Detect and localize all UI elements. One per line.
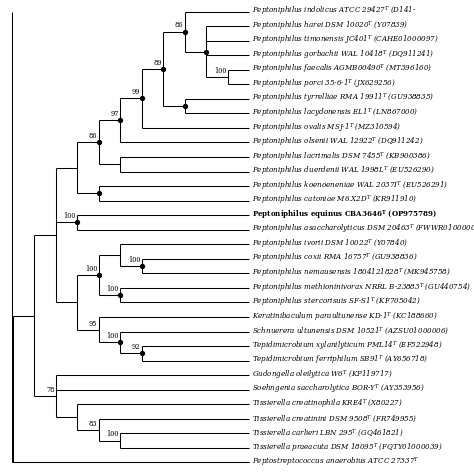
Text: Peptoniphilus coxii RMA 16757$^\mathregular{T}$ (GU938836): Peptoniphilus coxii RMA 16757$^\mathregu… [252,252,417,265]
Text: Peptoniphilus gorbachii WAL 10418$^\mathregular{T}$ (DQ911241): Peptoniphilus gorbachii WAL 10418$^\math… [252,48,434,62]
Text: 99: 99 [132,88,140,96]
Text: Peptoniphilus catoniae M6.X2D$^\mathregular{T}$ (KR911910): Peptoniphilus catoniae M6.X2D$^\mathregu… [252,194,417,207]
Text: 89: 89 [154,59,162,67]
Text: 97: 97 [110,110,119,118]
Text: 100: 100 [85,265,97,273]
Text: Peptoniphilus timonensis JC401$^\mathregular{T}$ (CAHE01000097): Peptoniphilus timonensis JC401$^\mathreg… [252,34,438,47]
Text: Peptoniphilus harei DSM 10020$^\mathregular{T}$ (Y07839): Peptoniphilus harei DSM 10020$^\mathregu… [252,19,408,33]
Text: 100: 100 [106,285,119,293]
Text: Peptoniphilus duerdenii WAL 1998L$^\mathregular{T}$ (EU526290): Peptoniphilus duerdenii WAL 1998L$^\math… [252,165,434,178]
Text: Peptoniphilus faecalis AGMB00490$^\mathregular{T}$ (MT396160): Peptoniphilus faecalis AGMB00490$^\mathr… [252,63,432,76]
Text: Tepidimicrobium xylanilyticum PML14$^\mathregular{T}$ (EF522948): Tepidimicrobium xylanilyticum PML14$^\ma… [252,339,442,353]
Text: Peptoniphilus ovalis MSJ-1$^\mathregular{T}$ (MZ310594): Peptoniphilus ovalis MSJ-1$^\mathregular… [252,121,401,135]
Text: Peptoniphilus koenoeneniae WAL 2037I$^\mathregular{T}$ (EU526291): Peptoniphilus koenoeneniae WAL 2037I$^\m… [252,180,447,193]
Text: 86: 86 [89,132,97,140]
Text: Peptoniphilus olsenii WAL 12922$^\mathregular{T}$ (DQ911242): Peptoniphilus olsenii WAL 12922$^\mathre… [252,136,423,149]
Text: 100: 100 [64,212,76,220]
Text: 86: 86 [175,21,183,29]
Text: Peptoniphilus stercorisuis SF-S1$^\mathregular{T}$ (KF705042): Peptoniphilus stercorisuis SF-S1$^\mathr… [252,296,420,309]
Text: Peptostreptococcus anaerobius ATCC 27337$^\mathregular{T}$: Peptostreptococcus anaerobius ATCC 27337… [252,456,419,469]
Text: Gudongella oleilytica W6$^\mathregular{T}$ (KP119717): Gudongella oleilytica W6$^\mathregular{T… [252,368,392,382]
Text: Keratinibaculum paraultunense KD-1$^\mathregular{T}$ (KC188660): Keratinibaculum paraultunense KD-1$^\mat… [252,310,438,324]
Text: 100: 100 [106,430,119,438]
Text: Peptoniphilus ivorii DSM 10022$^\mathregular{T}$ (Y07840): Peptoniphilus ivorii DSM 10022$^\mathreg… [252,237,408,251]
Text: Peptoniphilus nemausensis 1804121828$^\mathregular{T}$ (MK945758): Peptoniphilus nemausensis 1804121828$^\m… [252,267,450,280]
Text: Peptoniphilus porci 35-6-1$^\mathregular{T}$ (JX629256): Peptoniphilus porci 35-6-1$^\mathregular… [252,78,395,91]
Text: Schnuerera ultunensis DSM 10521$^\mathregular{T}$ (AZSU01000006): Schnuerera ultunensis DSM 10521$^\mathre… [252,326,449,337]
Text: Peptoniphilus equinus CBA3646$^\mathregular{T}$ (OP975789): Peptoniphilus equinus CBA3646$^\mathregu… [252,209,437,222]
Text: Peptoniphilus indolicus ATCC 29427$^\mathregular{T}$ (D141-: Peptoniphilus indolicus ATCC 29427$^\mat… [252,5,416,18]
Text: Tissierella carlieri LBN 295$^\mathregular{T}$ (GQ461821): Tissierella carlieri LBN 295$^\mathregul… [252,428,403,439]
Text: Soehngenia saccharolytica BOR-Y$^\mathregular{T}$ (AY353956): Soehngenia saccharolytica BOR-Y$^\mathre… [252,383,424,396]
Text: 100: 100 [214,67,226,75]
Text: Tissierella creatinini DSM 9508$^\mathregular{T}$ (FR749955): Tissierella creatinini DSM 9508$^\mathre… [252,413,417,425]
Text: Peptoniphilus methioninivorax NRRL B-23883$^\mathregular{T}$ (GU440754): Peptoniphilus methioninivorax NRRL B-238… [252,281,471,294]
Text: Peptoniphilus tyrrelliae RMA 19911$^\mathregular{T}$ (GU938835): Peptoniphilus tyrrelliae RMA 19911$^\mat… [252,92,434,106]
Text: 83: 83 [89,419,97,428]
Text: 95: 95 [89,319,97,328]
Text: Tepidimicrobium ferriphilum SB91$^\mathregular{T}$ (AY656718): Tepidimicrobium ferriphilum SB91$^\mathr… [252,354,428,367]
Text: 92: 92 [132,343,140,351]
Text: 78: 78 [46,386,55,394]
Text: 100: 100 [128,256,140,264]
Text: Peptoniphilus asaccharolyticus DSM 20463$^\mathregular{T}$ (FWWR01000009): Peptoniphilus asaccharolyticus DSM 20463… [252,223,474,237]
Text: Peptoniphilus lacydonensis EL1$^\mathregular{T}$ (LN867000): Peptoniphilus lacydonensis EL1$^\mathreg… [252,107,418,120]
Text: 100: 100 [106,332,119,340]
Text: Peptoniphilus lacrimalis DSM 7455$^\mathregular{T}$ (KB900386): Peptoniphilus lacrimalis DSM 7455$^\math… [252,150,430,164]
Text: Tissierella creatinophila KRE4$^\mathregular{T}$ (X80227): Tissierella creatinophila KRE4$^\mathreg… [252,398,402,411]
Text: Tissierella praeacuta DSM 18095$^\mathregular{T}$ (FQTY01000039): Tissierella praeacuta DSM 18095$^\mathre… [252,441,442,455]
